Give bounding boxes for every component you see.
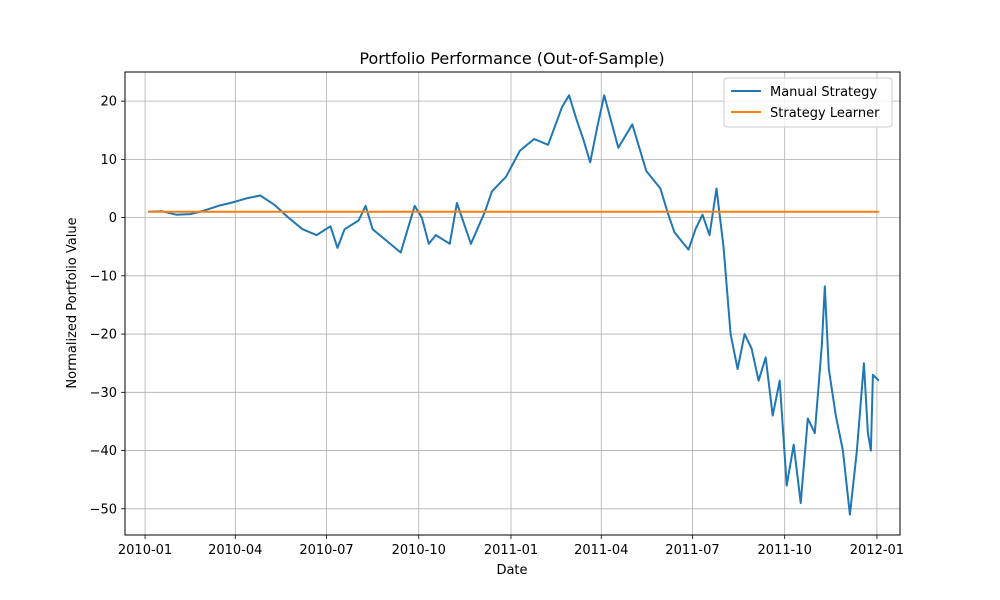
x-tick-label: 2010-07	[299, 543, 353, 558]
y-tick-label: −40	[90, 444, 117, 459]
x-tick-label: 2011-01	[484, 543, 538, 558]
y-tick-label: −20	[90, 328, 117, 343]
legend-label-strategy-learner: Strategy Learner	[770, 106, 880, 121]
x-tick-label: 2010-04	[208, 543, 262, 558]
y-tick-label: −10	[90, 269, 117, 284]
x-tick-label: 2010-01	[118, 543, 172, 558]
x-tick-label: 2011-04	[574, 543, 628, 558]
x-tick-label: 2011-10	[758, 543, 812, 558]
y-tick-label: −30	[90, 386, 117, 401]
y-tick-label: 20	[100, 95, 117, 110]
x-axis-ticks: 2010-01 2010-04 2010-07 2010-10 2011-01 2011-…	[118, 535, 904, 558]
x-tick-label: 2012-01	[850, 543, 904, 558]
y-axis-title: Normalized Portfolio Value	[65, 217, 80, 388]
x-tick-label: 2010-10	[392, 543, 446, 558]
legend-box	[723, 77, 893, 128]
series-line-manual-strategy	[148, 94, 880, 516]
grid	[125, 72, 900, 535]
plot-series	[148, 94, 880, 516]
chart-title: Portfolio Performance (Out-of-Sample)	[359, 49, 664, 68]
x-axis-title: Date	[496, 563, 527, 578]
legend-label-manual-strategy: Manual Strategy	[770, 85, 877, 100]
plot-frame	[124, 71, 901, 536]
legend: Manual Strategy Strategy Learner	[723, 77, 893, 128]
x-tick-label: 2011-07	[665, 543, 719, 558]
y-tick-label: 10	[100, 153, 117, 168]
y-axis-ticks: 20 10 0 −10 −20 −30 −40 −50	[90, 95, 125, 517]
y-tick-label: 0	[109, 211, 117, 226]
y-tick-label: −50	[90, 502, 117, 517]
